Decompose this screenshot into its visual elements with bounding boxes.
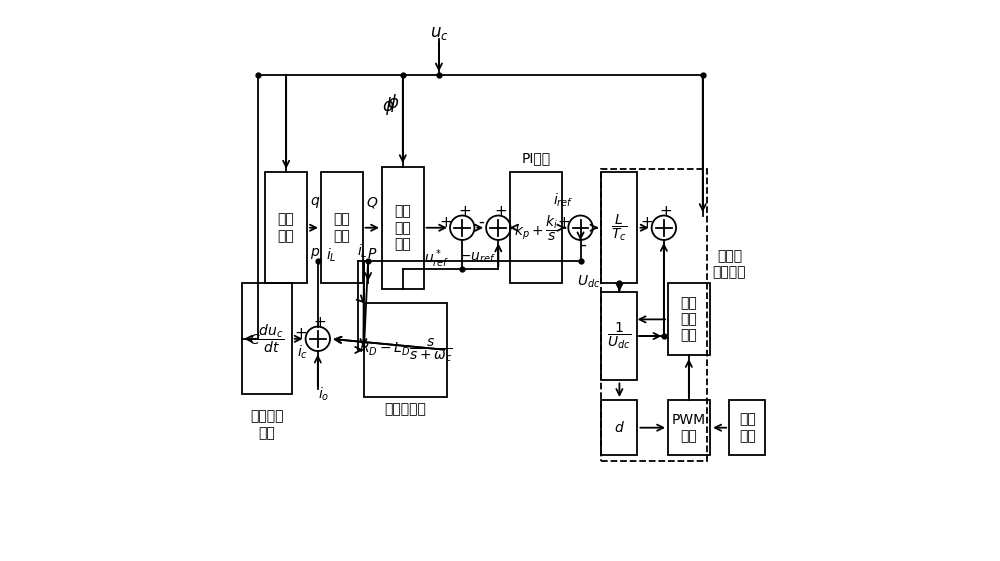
Text: +: +	[295, 326, 308, 341]
Text: $\dfrac{1}{U_{dc}}$: $\dfrac{1}{U_{dc}}$	[607, 321, 631, 351]
Text: 参考
电压
合成: 参考 电压 合成	[394, 205, 411, 251]
Text: $u_c$: $u_c$	[430, 24, 448, 42]
Text: +: +	[641, 215, 654, 229]
Text: $p$: $p$	[310, 246, 321, 261]
Text: $\dfrac{L}{T_c}$: $\dfrac{L}{T_c}$	[611, 213, 628, 243]
Text: $i_o$: $i_o$	[318, 385, 329, 403]
Text: +: +	[494, 204, 507, 219]
Text: -: -	[580, 236, 586, 254]
Text: PWM
调制: PWM 调制	[672, 412, 706, 443]
Text: 驱动
保护
电路: 驱动 保护 电路	[680, 296, 697, 343]
Bar	[265, 172, 307, 283]
Text: PI控制: PI控制	[522, 151, 551, 165]
Text: $k_p+\dfrac{k_i}{s}$: $k_p+\dfrac{k_i}{s}$	[514, 213, 558, 242]
Bar	[729, 400, 765, 456]
Bar	[601, 169, 707, 461]
Bar	[601, 400, 637, 456]
Text: $U_{dc}$: $U_{dc}$	[577, 274, 601, 291]
Text: $i_{ref}$: $i_{ref}$	[553, 191, 573, 209]
Text: $Q$: $Q$	[366, 195, 378, 210]
Bar	[601, 292, 637, 380]
Bar	[668, 400, 710, 456]
Bar	[382, 167, 424, 289]
Text: $P$: $P$	[367, 247, 377, 261]
Text: 无差拍
电流控制: 无差拍 电流控制	[713, 249, 746, 279]
Text: $C\dfrac{du_c}{dt}$: $C\dfrac{du_c}{dt}$	[249, 323, 284, 355]
Text: +: +	[439, 215, 452, 229]
Bar	[321, 172, 363, 283]
Text: 三角
载波: 三角 载波	[739, 412, 756, 443]
Text: $R_D-L_D\dfrac{s}{s+\omega_c}$: $R_D-L_D\dfrac{s}{s+\omega_c}$	[359, 336, 452, 364]
Text: 虚拟复阻抗: 虚拟复阻抗	[385, 402, 427, 416]
Text: $d$: $d$	[614, 420, 625, 435]
Bar	[364, 303, 447, 397]
Text: $i_L$: $i_L$	[326, 247, 337, 264]
Text: 低通
滤波: 低通 滤波	[333, 213, 350, 243]
Text: -: -	[479, 213, 485, 231]
Text: $\phi$: $\phi$	[382, 95, 394, 117]
Bar	[601, 172, 637, 283]
Bar	[242, 283, 292, 394]
Text: 功率
计算: 功率 计算	[278, 213, 295, 243]
Text: $\phi$: $\phi$	[387, 92, 399, 114]
Text: $-u_{ref}$: $-u_{ref}$	[459, 251, 496, 265]
Text: +: +	[458, 204, 471, 219]
Text: 微分: 微分	[258, 426, 275, 440]
Text: 电容电压: 电容电压	[250, 410, 283, 424]
Text: +: +	[660, 204, 672, 219]
Text: $q$: $q$	[310, 195, 321, 210]
Text: +: +	[558, 215, 570, 229]
Text: $i_L$: $i_L$	[357, 242, 368, 260]
Text: +: +	[314, 315, 326, 330]
Text: $u_{ref}^*$: $u_{ref}^*$	[424, 247, 449, 270]
Bar	[668, 283, 710, 356]
Text: $i_c$: $i_c$	[297, 344, 308, 361]
Bar	[510, 172, 562, 283]
